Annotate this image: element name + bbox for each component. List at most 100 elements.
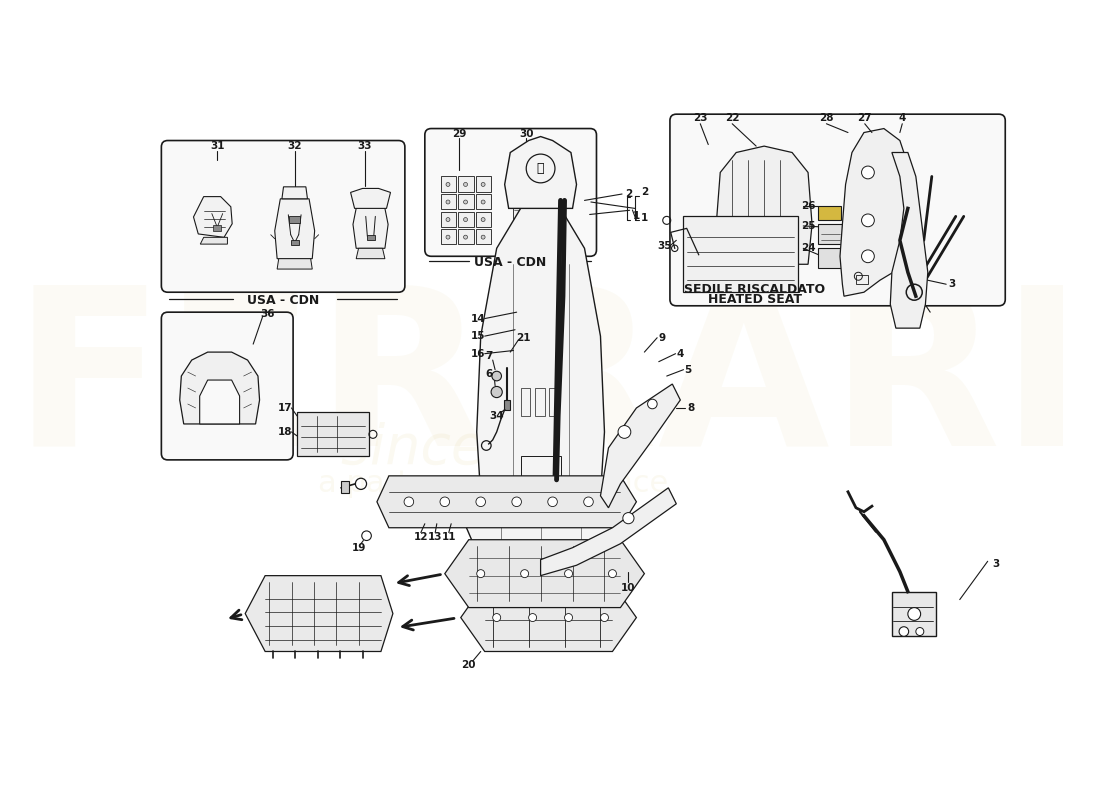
- Polygon shape: [505, 137, 576, 208]
- Bar: [504, 400, 510, 410]
- Circle shape: [463, 182, 467, 186]
- Circle shape: [404, 497, 414, 506]
- Bar: [459, 229, 473, 244]
- Text: 36: 36: [261, 309, 275, 318]
- Polygon shape: [194, 197, 232, 238]
- Polygon shape: [540, 488, 676, 576]
- Circle shape: [512, 497, 521, 506]
- FancyBboxPatch shape: [162, 141, 405, 292]
- Circle shape: [618, 426, 630, 438]
- Circle shape: [916, 627, 924, 635]
- Text: 1: 1: [632, 211, 640, 222]
- Polygon shape: [200, 238, 228, 244]
- Bar: [341, 482, 349, 494]
- Text: 5: 5: [684, 365, 692, 374]
- Circle shape: [861, 214, 875, 226]
- Text: 26: 26: [802, 201, 816, 211]
- Polygon shape: [179, 352, 260, 424]
- Text: 18: 18: [278, 427, 293, 437]
- Polygon shape: [840, 129, 920, 296]
- Polygon shape: [282, 187, 308, 199]
- Circle shape: [463, 218, 467, 222]
- Text: USA - CDN: USA - CDN: [248, 294, 320, 306]
- Bar: [520, 388, 530, 416]
- Bar: [476, 177, 491, 192]
- Bar: [441, 177, 456, 192]
- Circle shape: [526, 154, 556, 183]
- Bar: [683, 216, 799, 292]
- Text: 33: 33: [358, 141, 372, 151]
- FancyBboxPatch shape: [425, 129, 596, 256]
- Text: 19: 19: [352, 542, 366, 553]
- Text: 24: 24: [802, 243, 816, 254]
- Text: 25: 25: [802, 221, 816, 231]
- Text: 34: 34: [490, 411, 504, 421]
- Circle shape: [623, 513, 634, 524]
- Polygon shape: [353, 201, 388, 248]
- Circle shape: [481, 218, 485, 222]
- Polygon shape: [601, 384, 680, 508]
- Text: USA - CDN: USA - CDN: [474, 256, 547, 269]
- Circle shape: [608, 570, 616, 578]
- Polygon shape: [377, 476, 637, 528]
- Polygon shape: [277, 258, 312, 269]
- Circle shape: [520, 570, 529, 578]
- Circle shape: [564, 614, 572, 622]
- Polygon shape: [351, 189, 390, 208]
- Text: 🐎: 🐎: [537, 162, 544, 175]
- Circle shape: [476, 497, 485, 506]
- Bar: [290, 239, 299, 245]
- Circle shape: [463, 235, 467, 239]
- Text: 3: 3: [992, 558, 999, 569]
- Circle shape: [584, 497, 593, 506]
- Text: HEATED SEAT: HEATED SEAT: [707, 293, 802, 306]
- Bar: [476, 211, 491, 226]
- Text: 6: 6: [485, 370, 493, 379]
- Text: 11: 11: [441, 532, 456, 542]
- Bar: [459, 211, 473, 226]
- Polygon shape: [716, 146, 812, 264]
- Text: 10: 10: [621, 582, 636, 593]
- Text: 29: 29: [452, 129, 466, 139]
- Bar: [818, 224, 843, 244]
- Text: 28: 28: [820, 113, 834, 123]
- Text: 12: 12: [414, 532, 428, 542]
- Polygon shape: [356, 248, 385, 258]
- Circle shape: [446, 235, 450, 239]
- Bar: [459, 177, 473, 192]
- Circle shape: [481, 235, 485, 239]
- Circle shape: [548, 497, 558, 506]
- Text: 35: 35: [657, 241, 672, 251]
- Text: 4: 4: [899, 113, 906, 123]
- Circle shape: [908, 607, 921, 620]
- Circle shape: [648, 399, 657, 409]
- Polygon shape: [444, 540, 645, 607]
- Bar: [297, 412, 368, 456]
- Bar: [535, 388, 544, 416]
- Polygon shape: [461, 584, 637, 651]
- Text: SEDILE RISCALDATO: SEDILE RISCALDATO: [684, 282, 825, 295]
- Text: 1: 1: [641, 213, 648, 223]
- Text: 23: 23: [693, 113, 707, 123]
- Text: FERRARI: FERRARI: [13, 277, 1085, 491]
- Text: 14: 14: [471, 314, 485, 323]
- Circle shape: [446, 182, 450, 186]
- Text: 22: 22: [725, 113, 739, 123]
- Circle shape: [491, 386, 503, 398]
- Circle shape: [601, 614, 608, 622]
- Text: 31: 31: [210, 141, 224, 151]
- Bar: [856, 274, 868, 284]
- Bar: [366, 234, 374, 240]
- Text: 30: 30: [519, 129, 534, 139]
- Text: 8: 8: [688, 403, 694, 413]
- Bar: [529, 173, 540, 240]
- Bar: [441, 211, 456, 226]
- Text: since 1994: since 1994: [341, 422, 644, 474]
- Text: 21: 21: [516, 333, 530, 342]
- Circle shape: [446, 200, 450, 204]
- Circle shape: [861, 250, 875, 262]
- Bar: [441, 194, 456, 209]
- Bar: [213, 225, 221, 230]
- Text: 27: 27: [857, 113, 872, 123]
- Circle shape: [481, 182, 485, 186]
